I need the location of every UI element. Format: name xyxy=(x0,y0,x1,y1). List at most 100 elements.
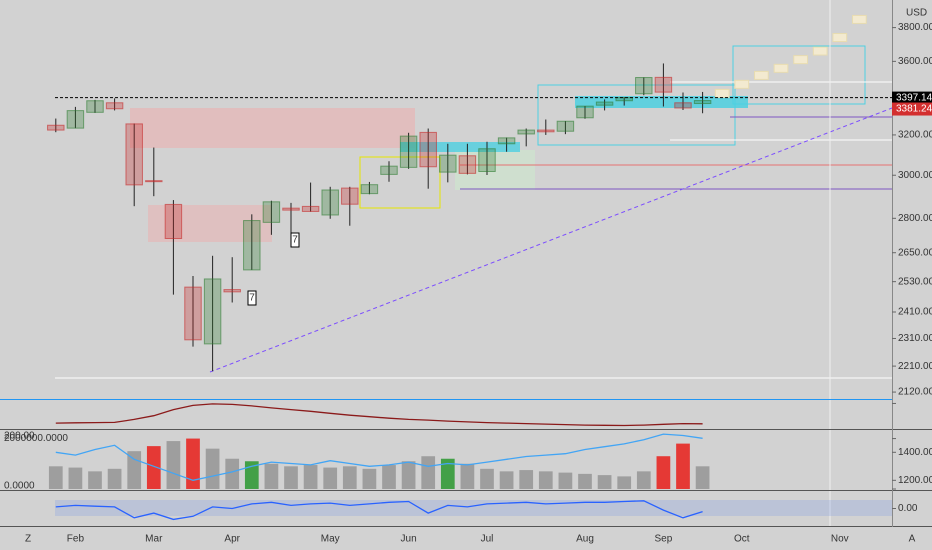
y-tick-label: 1400.00 xyxy=(898,447,932,458)
volume-bar xyxy=(401,461,416,489)
candle-body xyxy=(145,180,163,183)
indicator-line xyxy=(55,500,703,521)
candle-body xyxy=(693,100,712,105)
projection-bar xyxy=(812,46,828,56)
drawings xyxy=(55,0,893,526)
price-label: 3381.24 xyxy=(896,104,932,115)
candle-body xyxy=(497,137,516,145)
volume-bar xyxy=(323,467,338,489)
x-tick-label: Mar xyxy=(145,534,163,545)
candle-body xyxy=(66,110,85,129)
volume-bar xyxy=(656,456,671,489)
volume-bar xyxy=(244,461,259,489)
annotation: 7 xyxy=(249,293,255,304)
annotation: 7 xyxy=(292,235,298,246)
volume-bar xyxy=(205,448,220,489)
candle-body xyxy=(458,155,477,174)
box xyxy=(732,45,866,105)
x-tick-label: Oct xyxy=(734,534,750,545)
candle-body xyxy=(360,184,379,195)
candle-body xyxy=(203,278,222,345)
candle-body xyxy=(243,220,261,271)
y-tick-label: 2310.00 xyxy=(898,333,932,344)
y-tick-label: 2120.00 xyxy=(898,387,932,398)
volume-bar xyxy=(480,468,494,489)
volume-bar xyxy=(421,456,436,489)
volume-bar xyxy=(636,471,651,489)
volume-bar xyxy=(558,472,573,489)
projection-bar xyxy=(793,55,808,65)
candle-body xyxy=(674,102,692,109)
y-tick-label: 0.0000 xyxy=(4,481,35,492)
candle-body xyxy=(556,120,575,132)
volume-bar xyxy=(538,471,553,489)
volume-bar xyxy=(578,473,592,489)
y-tick-label: 200.00 xyxy=(4,431,35,442)
price-label-bg xyxy=(892,102,932,116)
volume-bar xyxy=(303,465,318,489)
candle-body xyxy=(301,205,320,212)
toolbar-button[interactable]: A xyxy=(909,534,916,545)
x-tick-label: Nov xyxy=(831,534,849,545)
volume-bar xyxy=(146,446,161,489)
projection-bar xyxy=(734,79,750,89)
price-label: 3397.14 xyxy=(896,93,932,104)
candle-body xyxy=(223,289,241,293)
y-tick-label: 0.00 xyxy=(898,503,918,514)
candle-body xyxy=(399,135,418,168)
y-tick-label: 3800.00 xyxy=(898,22,932,33)
zone xyxy=(400,142,520,152)
candle-body xyxy=(282,207,300,211)
y-tick-label: 3000.00 xyxy=(898,170,932,181)
toolbar-button[interactable]: Z xyxy=(25,534,31,545)
candle-body xyxy=(380,165,398,175)
y-tick-label: 2530.00 xyxy=(898,276,932,287)
volume-bar xyxy=(440,458,455,489)
candle-body xyxy=(341,187,359,205)
volume-bar xyxy=(264,463,279,489)
volume-bar xyxy=(362,468,377,489)
candle-body xyxy=(478,148,496,172)
volume-bar xyxy=(127,451,142,489)
pane-separators xyxy=(0,0,932,527)
candle-body xyxy=(164,203,183,239)
candle-body xyxy=(595,101,614,106)
volume-bar xyxy=(617,476,632,489)
volume-bar xyxy=(166,441,181,489)
y-tick-label: 3600.00 xyxy=(898,56,932,67)
volume-bar xyxy=(597,475,612,489)
candle-body xyxy=(184,286,202,341)
candle-body xyxy=(635,77,653,95)
trend-line xyxy=(209,107,893,373)
x-tick-label: Aug xyxy=(576,534,594,545)
series-line xyxy=(55,433,703,481)
zone xyxy=(575,96,748,108)
y-tick-label: 3200.00 xyxy=(898,130,932,141)
volume-bar xyxy=(225,458,240,489)
y-tick-label: 2000000.0000 xyxy=(4,433,68,444)
candle-body xyxy=(125,123,143,186)
x-tick-label: Jul xyxy=(481,534,494,545)
candle-body xyxy=(537,129,555,133)
candle-body xyxy=(321,189,339,216)
x-tick-label: May xyxy=(321,534,340,545)
volume-bar xyxy=(186,438,200,489)
volume-bar xyxy=(519,470,534,489)
x-tick-label: Apr xyxy=(224,534,240,545)
candle-body xyxy=(576,105,594,119)
annotation-box xyxy=(247,290,257,306)
projection-bar xyxy=(773,63,789,73)
y-tick-label: 2410.00 xyxy=(898,307,932,318)
volume-bar xyxy=(107,468,122,489)
volume-bar xyxy=(695,466,710,489)
candle-body xyxy=(615,97,633,102)
box xyxy=(537,84,736,146)
volume-bar xyxy=(382,465,396,489)
projection-bar xyxy=(714,88,730,98)
price-label-bg xyxy=(892,91,932,105)
volume-bar xyxy=(88,471,102,489)
zone xyxy=(130,108,415,148)
volume-bar xyxy=(499,471,514,489)
volume-bar xyxy=(68,467,83,489)
